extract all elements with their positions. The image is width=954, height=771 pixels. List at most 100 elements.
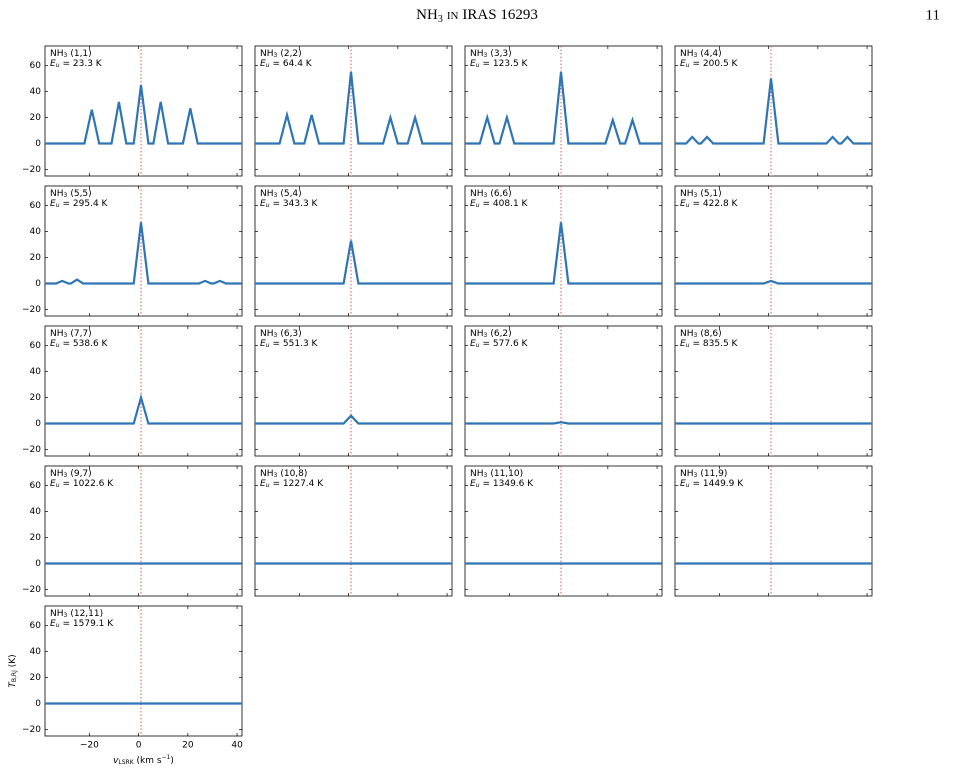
- energy-sub: u: [476, 202, 480, 209]
- title-sub: 3: [438, 14, 443, 25]
- transition-label: NH3 (5,1): [680, 189, 722, 199]
- species-sub: 3: [694, 192, 698, 199]
- model-line: [255, 414, 452, 425]
- species-sub: 3: [64, 472, 68, 479]
- model-line: [675, 78, 872, 145]
- y-tick-label: 60: [30, 341, 42, 351]
- y-label-rest: (K): [8, 654, 18, 670]
- energy-sub: u: [476, 62, 480, 69]
- species-base: NH: [260, 469, 274, 479]
- y-tick-label: 40: [30, 367, 42, 377]
- energy-label: Eu = 577.6 K: [470, 339, 529, 349]
- model-line: [45, 222, 242, 285]
- energy-value: = 1579.1 K: [63, 619, 115, 629]
- model-line: [465, 421, 662, 425]
- y-label-sub: B,RJ: [11, 670, 18, 682]
- transition: (9,7): [70, 469, 91, 479]
- panel: NH3 (2,2)Eu = 64.4 K: [254, 45, 453, 177]
- species-base: NH: [680, 189, 694, 199]
- species-sub: 3: [64, 192, 68, 199]
- species-sub: 3: [484, 332, 488, 339]
- energy-label: Eu = 408.1 K: [470, 199, 529, 209]
- energy-symbol: E: [260, 479, 266, 489]
- energy-sub: u: [266, 62, 270, 69]
- transition: (11,9): [700, 469, 727, 479]
- species-sub: 3: [274, 472, 278, 479]
- panel-frame: [674, 45, 873, 177]
- energy-label: Eu = 343.3 K: [260, 199, 319, 209]
- energy-value: = 1227.4 K: [273, 479, 325, 489]
- transition-label: NH3 (9,7): [50, 469, 92, 479]
- x-tick-label: −20: [80, 741, 99, 751]
- species-base: NH: [50, 609, 64, 619]
- y-tick-label: 20: [30, 673, 42, 683]
- y-tick-label: −20: [22, 165, 41, 175]
- y-label-base: T: [8, 681, 18, 688]
- energy-symbol: E: [470, 479, 476, 489]
- transition: (4,4): [700, 49, 721, 59]
- energy-value: = 64.4 K: [273, 59, 313, 69]
- energy-value: = 295.4 K: [63, 199, 109, 209]
- energy-value: = 835.5 K: [693, 339, 739, 349]
- panel-frame: [464, 185, 663, 317]
- y-tick-label: 40: [30, 227, 42, 237]
- panel: NH3 (5,1)Eu = 422.8 K: [674, 185, 873, 317]
- energy-value: = 1349.6 K: [483, 479, 535, 489]
- species-sub: 3: [64, 332, 68, 339]
- x-label-base: v: [113, 756, 119, 766]
- energy-symbol: E: [680, 59, 686, 69]
- y-tick-label: 40: [30, 507, 42, 517]
- x-tick-label: 0: [136, 741, 142, 751]
- transition: (10,8): [280, 469, 307, 479]
- transition-label: NH3 (8,6): [680, 329, 722, 339]
- energy-symbol: E: [680, 199, 686, 209]
- x-tick-label: 40: [231, 741, 243, 751]
- panel-frame: [674, 185, 873, 317]
- energy-label: Eu = 835.5 K: [680, 339, 739, 349]
- page-number: 11: [926, 7, 940, 23]
- transition: (8,6): [700, 329, 721, 339]
- energy-sub: u: [56, 482, 60, 489]
- panel-frame: [44, 605, 243, 737]
- model-line: [675, 279, 872, 285]
- transition: (1,1): [70, 49, 91, 59]
- energy-label: Eu = 64.4 K: [260, 59, 313, 69]
- y-tick-label: 20: [30, 113, 42, 123]
- energy-label: Eu = 1022.6 K: [50, 479, 114, 489]
- species-base: NH: [680, 329, 694, 339]
- panel-frame: [464, 325, 663, 457]
- transition: (5,5): [70, 189, 91, 199]
- energy-symbol: E: [50, 479, 56, 489]
- energy-label: Eu = 200.5 K: [680, 59, 739, 69]
- energy-symbol: E: [50, 59, 56, 69]
- x-label-sub: LSRK: [118, 759, 134, 766]
- energy-value: = 422.8 K: [693, 199, 739, 209]
- energy-symbol: E: [680, 339, 686, 349]
- y-tick-label: −20: [22, 585, 41, 595]
- transition-label: NH3 (2,2): [260, 49, 302, 59]
- species-sub: 3: [64, 612, 68, 619]
- transition-label: NH3 (11,10): [470, 469, 523, 479]
- energy-value: = 343.3 K: [273, 199, 319, 209]
- energy-sub: u: [56, 202, 60, 209]
- panel: NH3 (10,8)Eu = 1227.4 K: [254, 465, 453, 597]
- y-tick-label: 60: [30, 201, 42, 211]
- energy-label: Eu = 422.8 K: [680, 199, 739, 209]
- panel-frame: [254, 185, 453, 317]
- energy-label: Eu = 1227.4 K: [260, 479, 324, 489]
- energy-sub: u: [266, 202, 270, 209]
- y-tick-label: −20: [22, 725, 41, 735]
- energy-value: = 200.5 K: [693, 59, 739, 69]
- energy-label: Eu = 1349.6 K: [470, 479, 534, 489]
- running-title: NH3 in IRAS 16293: [416, 7, 538, 25]
- energy-label: Eu = 1449.9 K: [680, 479, 744, 489]
- y-tick-label: 60: [30, 61, 42, 71]
- species-sub: 3: [694, 52, 698, 59]
- energy-sub: u: [686, 342, 690, 349]
- y-tick-label: 0: [35, 699, 41, 709]
- panel-frame: [464, 45, 663, 177]
- energy-sub: u: [56, 342, 60, 349]
- transition-label: NH3 (6,3): [260, 329, 302, 339]
